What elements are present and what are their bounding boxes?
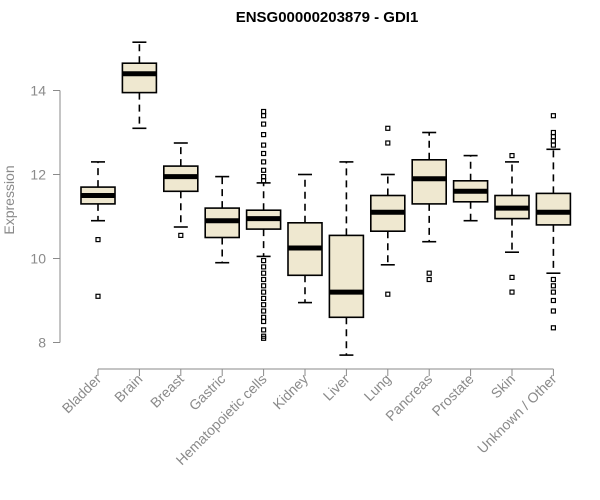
outlier-point [261, 113, 267, 119]
plot-area [80, 41, 572, 356]
box-12 [535, 113, 572, 331]
x-tick-label: Brain [111, 371, 145, 405]
outlier-point [261, 335, 267, 341]
outlier-point [261, 258, 267, 264]
outlier-point [550, 138, 557, 144]
outlier-point [261, 276, 267, 283]
outlier-point [385, 140, 391, 146]
outlier-point [261, 108, 267, 115]
box-8 [369, 125, 406, 297]
box-5 [245, 108, 282, 341]
outlier-point [261, 264, 267, 270]
box-6 [287, 173, 323, 304]
box-1 [80, 161, 116, 299]
box-3 [163, 142, 199, 238]
outlier-point [385, 291, 391, 297]
x-tick-label: Prostate [429, 371, 477, 419]
x-tick-label: Skin [488, 371, 519, 402]
outlier-point [509, 274, 515, 280]
outlier-point [550, 289, 557, 295]
y-tick-label: 12 [30, 167, 46, 183]
outlier-point [550, 142, 557, 148]
outlier-point [261, 174, 267, 180]
box-2 [121, 41, 158, 130]
box-11 [494, 153, 530, 295]
outlier-point [426, 276, 432, 283]
outlier-point [261, 121, 267, 127]
outlier-point [261, 283, 267, 289]
outlier-point [261, 132, 267, 138]
x-tick-label: Unknown / Other [474, 371, 560, 457]
outlier-point [261, 159, 267, 165]
outlier-point [509, 153, 515, 159]
iqr-box [411, 159, 448, 205]
y-axis-label: Expression [1, 165, 17, 234]
outlier-point [261, 167, 267, 173]
x-tick-label: Bladder [59, 371, 105, 417]
outlier-point [178, 232, 184, 238]
outlier-point [261, 295, 267, 301]
outlier-point [550, 113, 557, 119]
outlier-point [261, 270, 267, 276]
outlier-point [550, 297, 557, 304]
outlier-point [261, 327, 267, 333]
outlier-point [261, 142, 267, 148]
outlier-point [550, 129, 557, 136]
outlier-point [550, 308, 557, 314]
box-10 [452, 154, 489, 222]
x-tick-label: Breast [147, 371, 187, 411]
y-tick-label: 10 [30, 251, 46, 267]
x-tick-label: Liver [320, 371, 353, 404]
x-tick-label: Lung [361, 371, 394, 404]
outlier-point [550, 134, 557, 140]
outlier-point [550, 276, 557, 283]
outlier-point [261, 314, 267, 320]
outlier-point [385, 125, 391, 131]
outlier-point [261, 178, 267, 184]
outlier-point [509, 289, 515, 295]
iqr-box [535, 192, 572, 226]
box-4 [204, 175, 240, 264]
iqr-box [121, 62, 158, 94]
outlier-point [426, 270, 432, 276]
outlier-point [95, 293, 101, 299]
y-tick-label: 14 [30, 83, 46, 99]
box-9 [411, 131, 448, 283]
iqr-box [328, 234, 365, 319]
outlier-point [261, 302, 267, 308]
outlier-point [261, 308, 267, 314]
x-tick-label: Kidney [270, 371, 312, 413]
outlier-point [261, 289, 267, 295]
outlier-point [261, 150, 267, 157]
chart-title: ENSG00000203879 - GDI1 [236, 9, 419, 26]
outlier-point [550, 283, 557, 289]
y-axis: 8 10 12 14 [30, 83, 61, 351]
outlier-point [550, 325, 557, 331]
outlier-point [95, 237, 101, 243]
y-tick-label: 8 [38, 335, 46, 351]
outlier-point [261, 318, 267, 325]
box-7 [328, 161, 365, 356]
